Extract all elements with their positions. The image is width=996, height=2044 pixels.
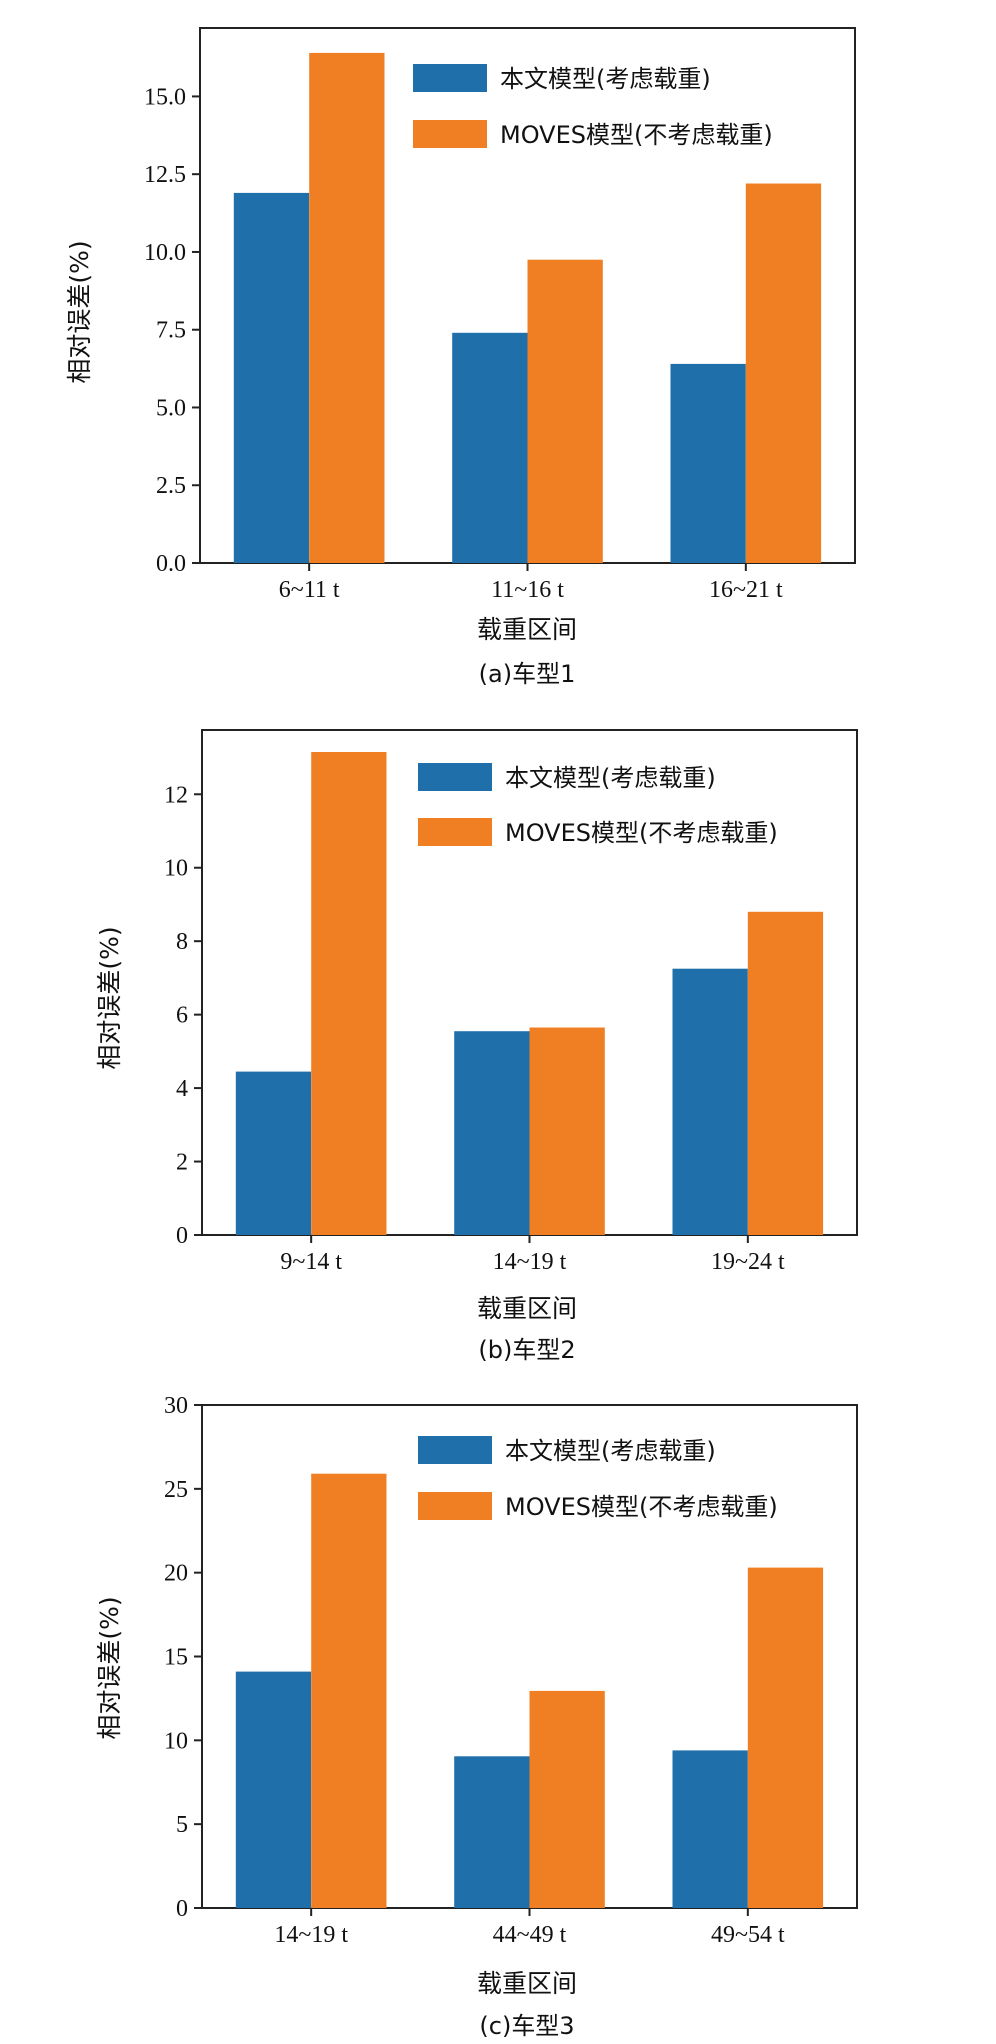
chart-a-y-tick-label-6: 15.0 xyxy=(144,84,186,110)
chart-a-legend-label-series1: 本文模型(考虑载重) xyxy=(500,65,711,93)
chart-b-y-tick-label-6: 12 xyxy=(164,782,188,808)
chart-c-y-tick-label-1: 5 xyxy=(176,1812,188,1838)
chart-b-bar-series2-2 xyxy=(747,911,824,1235)
chart-b-bar-series1-1 xyxy=(454,1031,530,1235)
chart-a-y-tick-label-0: 0.0 xyxy=(156,551,186,577)
chart-c-bar-series1-0 xyxy=(235,1671,312,1908)
chart-b-x-tick-label-1: 14~19 t xyxy=(493,1249,567,1275)
chart-a-y-tick-label-4: 10.0 xyxy=(144,240,186,266)
chart-b-legend: 本文模型(考虑载重) MOVES模型(不考虑载重) xyxy=(418,763,778,847)
chart-b-caption: (b)车型2 xyxy=(478,1336,575,1364)
chart-a-y-tick-label-2: 5.0 xyxy=(156,395,186,421)
chart-b-bars xyxy=(235,752,824,1235)
chart-a-caption: (a)车型1 xyxy=(479,660,576,688)
chart-c-bar-series2-1 xyxy=(529,1690,605,1908)
chart-a-x-ticks: 6~11 t 11~16 t 16~21 t xyxy=(279,563,783,603)
chart-b-y-tick-label-4: 8 xyxy=(176,929,188,955)
chart-c-y-tick-label-3: 15 xyxy=(164,1645,188,1671)
chart-a-bar-series1-1 xyxy=(452,332,528,563)
chart-b-y-ticks: 0 2 4 6 8 10 12 xyxy=(164,782,202,1249)
chart-b-bar-series2-0 xyxy=(311,752,387,1235)
chart-b-legend-label-series1: 本文模型(考虑载重) xyxy=(505,764,716,792)
chart-b-legend-label-series2: MOVES模型(不考虑载重) xyxy=(505,819,778,847)
chart-c-y-ticks: 0 5 10 15 20 25 30 xyxy=(164,1393,202,1922)
chart-b-x-ticks: 9~14 t 14~19 t 19~24 t xyxy=(280,1235,785,1275)
chart-a-y-tick-label-3: 7.5 xyxy=(156,318,186,344)
chart-a-y-axis-title: 相对误差(%) xyxy=(65,240,94,383)
chart-b-bar-series1-2 xyxy=(672,968,748,1235)
chart-a-legend-swatch-series1 xyxy=(413,64,487,92)
chart-a-y-ticks: 0.0 2.5 5.0 7.5 10.0 12.5 15.0 xyxy=(144,84,200,577)
chart-c-legend-label-series2: MOVES模型(不考虑载重) xyxy=(505,1493,778,1521)
chart-c: 0 5 10 15 20 25 30 14~19 t 44~49 t 49~54 t 相对误差(… xyxy=(95,1393,858,2040)
chart-a-x-tick-label-2: 16~21 t xyxy=(709,577,783,603)
chart-b-y-axis-title: 相对误差(%) xyxy=(95,926,124,1069)
chart-a-x-tick-label-1: 11~16 t xyxy=(491,577,564,603)
chart-b-bar-series1-0 xyxy=(235,1071,312,1235)
chart-b-y-tick-label-1: 2 xyxy=(176,1150,188,1176)
chart-c-x-tick-label-1: 44~49 t xyxy=(493,1922,567,1948)
chart-b-x-axis-title: 载重区间 xyxy=(477,1294,577,1323)
chart-a-legend-swatch-series2 xyxy=(413,120,487,148)
chart-b-y-tick-label-5: 10 xyxy=(164,856,188,882)
chart-c-y-tick-label-4: 20 xyxy=(164,1561,188,1587)
chart-b-legend-swatch-series2 xyxy=(418,818,492,846)
chart-b-y-tick-label-0: 0 xyxy=(176,1223,188,1249)
chart-a-legend: 本文模型(考虑载重) MOVES模型(不考虑载重) xyxy=(413,64,773,149)
chart-a-bar-series1-2 xyxy=(670,363,746,563)
chart-b: 0 2 4 6 8 10 12 9~14 t 14~19 t 19~24 t 相对误差(%) 载… xyxy=(95,729,858,1364)
chart-c-x-tick-label-2: 49~54 t xyxy=(711,1922,785,1948)
chart-a-bar-series2-0 xyxy=(309,52,385,564)
chart-c-y-tick-label-0: 0 xyxy=(176,1896,188,1922)
chart-a-bars xyxy=(233,52,822,564)
chart-c-bar-series2-2 xyxy=(747,1567,824,1908)
chart-a-legend-label-series2: MOVES模型(不考虑载重) xyxy=(500,121,773,149)
chart-c-bar-series1-2 xyxy=(672,1750,748,1908)
chart-c-bar-series1-1 xyxy=(454,1756,530,1908)
chart-c-legend-label-series1: 本文模型(考虑载重) xyxy=(505,1437,716,1465)
chart-c-x-tick-label-0: 14~19 t xyxy=(274,1922,348,1948)
chart-c-legend: 本文模型(考虑载重) MOVES模型(不考虑载重) xyxy=(418,1436,778,1521)
chart-c-caption: (c)车型3 xyxy=(479,2012,574,2040)
chart-c-y-tick-label-6: 30 xyxy=(164,1393,188,1419)
chart-b-y-tick-label-3: 6 xyxy=(176,1003,188,1029)
chart-c-bars xyxy=(235,1473,824,1908)
chart-b-x-tick-label-2: 19~24 t xyxy=(711,1249,785,1275)
chart-c-y-tick-label-2: 10 xyxy=(164,1728,188,1754)
chart-c-x-ticks: 14~19 t 44~49 t 49~54 t xyxy=(274,1908,785,1948)
chart-a-x-tick-label-0: 6~11 t xyxy=(279,577,340,603)
chart-c-y-axis-title: 相对误差(%) xyxy=(95,1596,124,1739)
chart-c-bar-series2-0 xyxy=(311,1473,387,1908)
chart-c-legend-swatch-series1 xyxy=(418,1436,492,1464)
chart-b-x-tick-label-0: 9~14 t xyxy=(280,1249,342,1275)
chart-c-x-axis-title: 载重区间 xyxy=(477,1969,577,1998)
chart-c-y-tick-label-5: 25 xyxy=(164,1477,188,1503)
chart-b-y-tick-label-2: 4 xyxy=(176,1076,188,1102)
chart-b-bar-series2-1 xyxy=(529,1027,605,1235)
chart-a-x-axis-title: 载重区间 xyxy=(477,615,577,644)
chart-a-bar-series1-0 xyxy=(233,192,310,563)
chart-a-bar-series2-1 xyxy=(527,259,603,563)
chart-a: 0.0 2.5 5.0 7.5 10.0 12.5 15.0 6~11 t 11~16 t 16… xyxy=(65,27,856,688)
chart-c-legend-swatch-series2 xyxy=(418,1492,492,1520)
chart-b-legend-swatch-series1 xyxy=(418,763,492,791)
chart-a-bar-series2-2 xyxy=(745,183,822,563)
chart-a-y-tick-label-1: 2.5 xyxy=(156,473,186,499)
chart-a-y-tick-label-5: 12.5 xyxy=(144,162,186,188)
